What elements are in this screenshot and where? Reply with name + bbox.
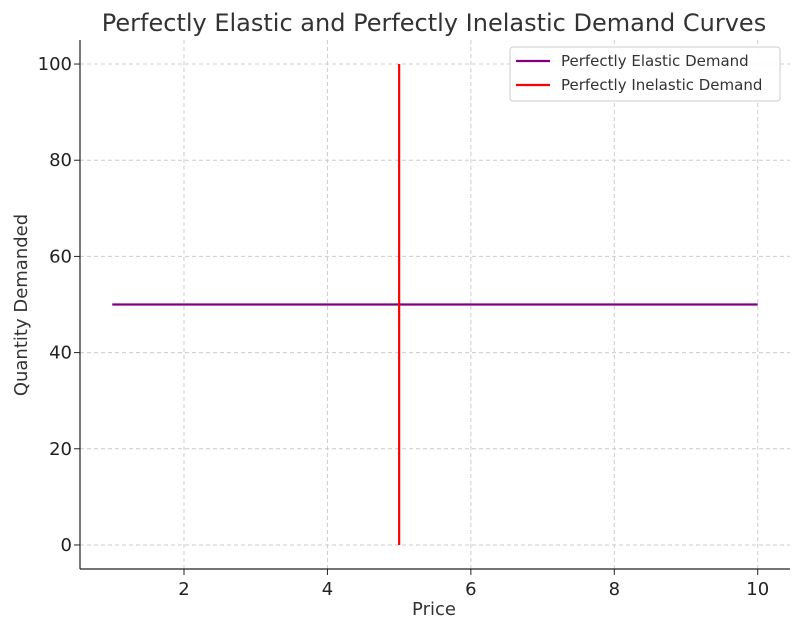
series-lines [112, 64, 758, 545]
y-tick-label: 20 [49, 439, 72, 460]
axes [79, 40, 790, 570]
x-tick-label: 10 [746, 579, 769, 600]
y-tick-label: 80 [49, 150, 72, 171]
x-tick-label: 8 [609, 579, 620, 600]
x-tick-label: 4 [322, 579, 333, 600]
legend: Perfectly Elastic Demand Perfectly Inelas… [509, 46, 781, 102]
y-tick-label: 40 [49, 343, 72, 364]
y-tick-label: 0 [61, 535, 72, 556]
y-tick-label: 100 [38, 54, 72, 75]
legend-box [509, 46, 781, 102]
x-tick-label: 2 [178, 579, 189, 600]
y-tick-label: 60 [49, 246, 72, 267]
legend-label: Perfectly Inelastic Demand [561, 76, 762, 94]
x-axis-label: Price [412, 599, 456, 620]
y-axis-label: Quantity Demanded [11, 214, 32, 396]
chart-title: Perfectly Elastic and Perfectly Inelasti… [102, 9, 766, 37]
legend-label: Perfectly Elastic Demand [561, 52, 749, 70]
x-tick-label: 6 [465, 579, 476, 600]
